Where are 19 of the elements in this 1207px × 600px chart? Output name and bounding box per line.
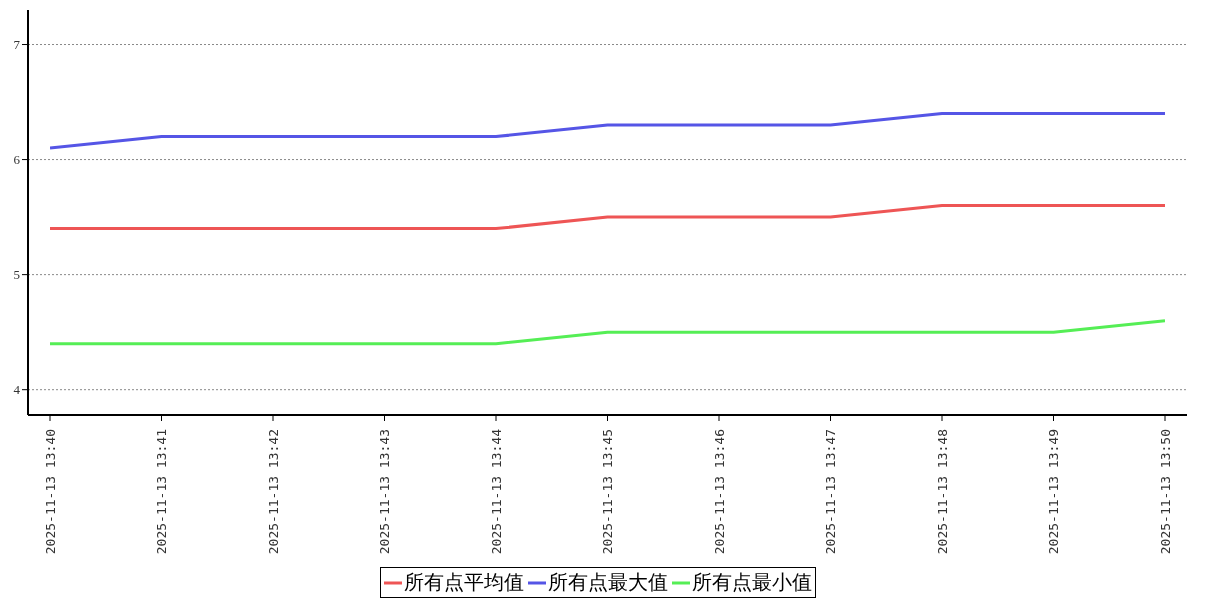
x-tick-label: 2025-11-13 13:40 — [42, 429, 58, 555]
x-tick-label: 2025-11-13 13:49 — [1046, 429, 1061, 555]
x-tick-label: 2025-11-13 13:47 — [823, 429, 838, 555]
y-tick-label: 7 — [13, 37, 21, 53]
legend-label: 所有点最小值 — [691, 569, 812, 596]
y-tick-label: 5 — [13, 267, 20, 283]
x-tick-label: 2025-11-13 13:44 — [488, 428, 504, 555]
line-series — [50, 112, 1165, 150]
x-tick-label: 2025-11-13 13:42 — [265, 429, 281, 555]
x-tick-label: 2025-11-13 13:41 — [154, 429, 169, 555]
x-tick-label: 2025-11-13 13:45 — [600, 429, 615, 555]
y-tick-label: 6 — [13, 152, 21, 168]
x-tick-label: 2025-11-13 13:43 — [377, 429, 392, 555]
x-tick-label: 2025-11-13 13:48 — [934, 429, 950, 555]
legend-label: 所有点平均值 — [403, 569, 524, 596]
y-tick-label: 4 — [13, 382, 21, 398]
x-tick-label: 2025-11-13 13:46 — [711, 429, 727, 555]
legend-label: 所有点最大值 — [547, 569, 668, 596]
x-tick-label: 2025-11-13 13:50 — [1157, 429, 1173, 555]
